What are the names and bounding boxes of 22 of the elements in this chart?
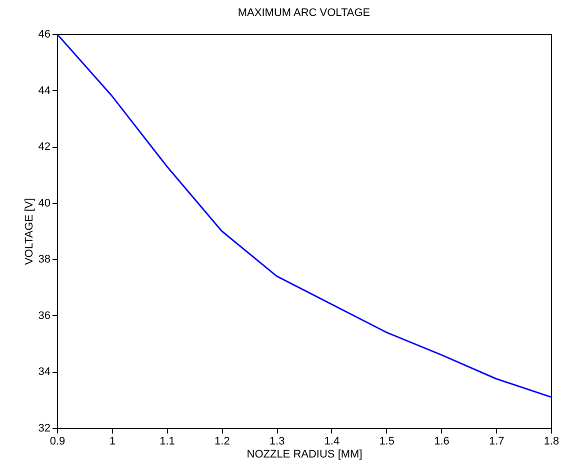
y-tick-label: 40 xyxy=(38,197,50,210)
y-tick-label: 46 xyxy=(38,28,50,40)
x-tick-label: 1.1 xyxy=(160,436,175,448)
y-axis-title: VOLTAGE [V] xyxy=(23,198,36,265)
y-tick-label: 42 xyxy=(38,141,50,154)
x-tick-label: 1.4 xyxy=(324,436,340,448)
chart-title: MAXIMUM ARC VOLTAGE xyxy=(238,7,370,19)
y-tick-label: 38 xyxy=(38,254,50,266)
x-tick-label: 1.3 xyxy=(269,436,285,448)
y-tick-label: 32 xyxy=(38,422,50,434)
x-axis-title: NOZZLE RADIUS [MM] xyxy=(246,448,362,460)
y-tick-label: 34 xyxy=(38,366,50,378)
y-tick-label: 36 xyxy=(38,310,50,322)
y-tick-label: 44 xyxy=(38,84,50,97)
x-tick-label: 1.5 xyxy=(379,436,394,448)
x-tick-label: 1 xyxy=(109,436,116,448)
x-tick-label: 1.2 xyxy=(214,436,230,448)
x-tick-label: 1.6 xyxy=(434,436,450,448)
x-tick-label: 1.8 xyxy=(544,436,560,448)
x-tick-label: 0.9 xyxy=(50,436,66,448)
line-series xyxy=(57,34,551,398)
x-tick-label: 1.7 xyxy=(488,436,504,448)
